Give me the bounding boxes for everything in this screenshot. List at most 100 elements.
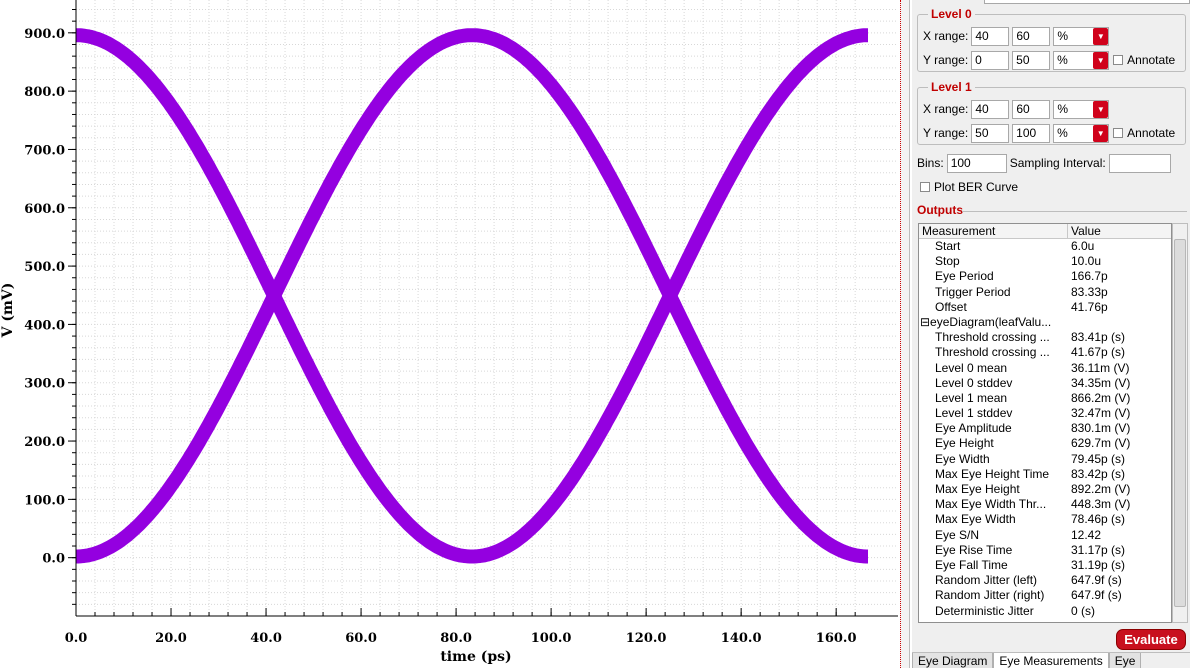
level1-x-unit-select[interactable]: % ▼ — [1053, 99, 1110, 119]
table-row[interactable]: Eye Period 166.7p — [919, 269, 1171, 284]
level0-y-min-input[interactable] — [971, 50, 1010, 70]
y-tick-label: 600.0 — [24, 202, 65, 217]
table-row[interactable]: Eye Rise Time 31.17p (s) — [919, 543, 1171, 558]
table-row[interactable]: Max Eye Height 892.2m (V) — [919, 482, 1171, 497]
table-row[interactable]: Level 0 stddev 34.35m (V) — [919, 376, 1171, 391]
measurement-name: Threshold crossing ... — [935, 345, 1050, 360]
table-row[interactable]: Trigger Period 83.33p — [919, 285, 1171, 300]
measurement-value: 41.67p (s) — [1071, 345, 1126, 360]
measurement-value: 41.76p — [1071, 299, 1108, 314]
chevron-down-icon[interactable]: ▼ — [1093, 27, 1109, 45]
measurement-value — [1068, 315, 1171, 330]
outputs-tree-body: Start 6.0u Stop 10.0u Eye Period 166.7p Trigge… — [919, 239, 1171, 619]
measurement-value: 647.9f (s) — [1071, 573, 1122, 588]
outputs-tree[interactable]: Measurement Value Start 6.0u Stop 10.0u Eye … — [918, 223, 1172, 623]
table-row[interactable]: Eye Fall Time 31.19p (s) — [919, 558, 1171, 573]
level0-y-unit-select[interactable]: % ▼ — [1053, 50, 1110, 70]
level0-group: Level 0 X range: % ▼ Y range: % ▼ Annota… — [917, 7, 1186, 72]
table-row[interactable]: Threshold crossing ... 83.41p (s) — [919, 330, 1171, 345]
measurement-value: 31.17p (s) — [1071, 542, 1126, 557]
level1-y-unit-select[interactable]: % ▼ — [1053, 123, 1110, 143]
measurement-name: Offset — [935, 299, 967, 314]
x-tick-label: 100.0 — [531, 631, 572, 646]
y-axis-label: V (mV) — [0, 283, 16, 339]
table-row[interactable]: Level 0 mean 36.11m (V) — [919, 361, 1171, 376]
level1-x-min-input[interactable] — [971, 99, 1010, 119]
table-row[interactable]: Eye Amplitude 830.1m (V) — [919, 421, 1171, 436]
measurement-name: Start — [935, 239, 961, 253]
level0-x-max-input[interactable] — [1012, 26, 1051, 46]
chevron-down-icon[interactable]: ▼ — [1093, 124, 1109, 142]
evaluate-button[interactable]: Evaluate — [1116, 629, 1186, 650]
table-row[interactable]: Max Eye Width 78.46p (s) — [919, 512, 1171, 527]
y-tick-label: 400.0 — [24, 318, 65, 333]
table-row[interactable]: Max Eye Height Time 83.42p (s) — [919, 467, 1171, 482]
bins-label: Bins: — [917, 156, 944, 170]
table-row[interactable]: Level 1 stddev 32.47m (V) — [919, 406, 1171, 421]
table-row[interactable]: Deterministic Jitter 0 (s) — [919, 604, 1171, 619]
table-row[interactable]: Random Jitter (left) 647.9f (s) — [919, 573, 1171, 588]
x-tick-label: 0.0 — [65, 631, 88, 646]
measurement-name: Eye Fall Time — [935, 557, 1008, 572]
sampling-interval-input[interactable] — [1108, 153, 1171, 173]
level1-x-label: X range: — [923, 102, 969, 116]
bins-input[interactable] — [946, 153, 1007, 173]
measurement-name: Eye Rise Time — [935, 542, 1013, 557]
eye-trace-1 — [71, 28, 873, 564]
tab-eye-measurements[interactable]: Eye Measurements — [993, 653, 1109, 668]
level1-y-row: Y range: % ▼ Annotate — [923, 122, 1178, 144]
measurement-column-header[interactable]: Measurement — [919, 224, 1068, 238]
measurement-value: 78.46p (s) — [1071, 512, 1126, 527]
level1-x-max-input[interactable] — [1012, 99, 1051, 119]
table-row[interactable]: Random Jitter (right) 647.9f (s) — [919, 588, 1171, 603]
level1-y-label: Y range: — [923, 126, 969, 140]
y-tick-label: 100.0 — [24, 493, 65, 508]
measurement-value: 866.2m (V) — [1071, 390, 1131, 405]
level0-annotate-checkbox[interactable] — [1113, 55, 1124, 65]
tab-eye[interactable]: Eye — [1108, 653, 1142, 668]
table-row[interactable]: Start 6.0u — [919, 239, 1171, 254]
eye-diagram-plot[interactable]: 0.0 20.0 40.0 60.0 80.0 100.0 120.0 140.0 160.0 0… — [0, 0, 900, 668]
x-tick-label: 160.0 — [816, 631, 857, 646]
outputs-scrollbar[interactable] — [1172, 223, 1188, 623]
tab-eye-diagram[interactable]: Eye Diagram — [912, 653, 994, 668]
table-row[interactable]: Offset 41.76p — [919, 300, 1171, 315]
top-field[interactable] — [984, 0, 1190, 4]
panel-splitter[interactable] — [900, 0, 910, 668]
table-row[interactable]: Level 1 mean 866.2m (V) — [919, 391, 1171, 406]
level1-title: Level 1 — [928, 80, 975, 94]
measurement-name: Level 1 stddev — [935, 406, 1013, 421]
level1-y-min-input[interactable] — [971, 123, 1010, 143]
level1-annotate-checkbox[interactable] — [1113, 128, 1124, 138]
level1-x-row: X range: % ▼ — [923, 98, 1113, 120]
measurement-name: Eye Height — [935, 436, 994, 451]
x-tick-label: 40.0 — [250, 631, 282, 646]
level0-x-min-input[interactable] — [971, 26, 1010, 46]
measurement-value: 36.11m (V) — [1071, 360, 1130, 375]
table-row[interactable]: Max Eye Width Thr... 448.3m (V) — [919, 497, 1171, 512]
level0-x-unit-select[interactable]: % ▼ — [1053, 26, 1110, 46]
table-row[interactable]: Eye Height 629.7m (V) — [919, 436, 1171, 451]
measurement-name: Max Eye Height — [935, 482, 1020, 496]
value-column-header[interactable]: Value — [1071, 224, 1101, 238]
level0-y-label: Y range: — [923, 53, 969, 67]
outputs-divider — [962, 211, 1187, 212]
outputs-title: Outputs — [917, 203, 963, 217]
level1-y-max-input[interactable] — [1012, 123, 1051, 143]
plot-ber-checkbox[interactable] — [920, 182, 930, 192]
level0-y-row: Y range: % ▼ Annotate — [923, 49, 1178, 71]
table-row[interactable]: Eye S/N 12.42 — [919, 528, 1171, 543]
table-row[interactable]: Stop 10.0u — [919, 254, 1171, 269]
x-tick-label: 120.0 — [626, 631, 667, 646]
table-row[interactable]: Eye Width 79.45p (s) — [919, 452, 1171, 467]
table-row[interactable]: ⊟eyeDiagram(leafValu... — [919, 315, 1171, 330]
table-row[interactable]: Threshold crossing ... 41.67p (s) — [919, 345, 1171, 360]
scrollbar-thumb[interactable] — [1174, 239, 1186, 607]
chevron-down-icon[interactable]: ▼ — [1093, 100, 1109, 118]
chevron-down-icon[interactable]: ▼ — [1093, 51, 1109, 69]
level0-annotate-label: Annotate — [1127, 53, 1176, 67]
level1-group: Level 1 X range: % ▼ Y range: % ▼ Annota… — [917, 80, 1186, 145]
level0-y-max-input[interactable] — [1012, 50, 1051, 70]
trace-layer — [71, 28, 873, 564]
x-tick-label: 140.0 — [721, 631, 762, 646]
